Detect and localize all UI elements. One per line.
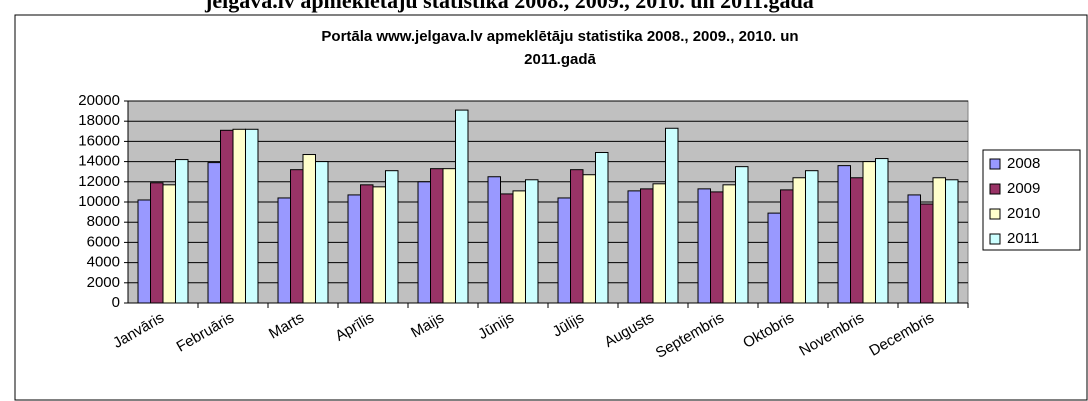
chart-title: 2011.gadā [524,51,596,68]
bar [767,212,782,304]
bar [500,193,514,304]
bar [384,170,399,304]
bar [232,128,246,304]
bar [417,181,432,304]
bar [220,129,234,304]
bar [837,165,852,304]
bar [710,191,724,304]
bar [487,176,502,304]
bar [722,184,736,304]
chart-title: Portāla www.jelgava.lv apmeklētāju stati… [321,28,798,45]
bar [347,194,362,304]
y-tick-label: 0 [112,294,120,311]
y-tick-label: 20000 [78,92,120,109]
bar [150,182,164,304]
bar [512,190,526,304]
y-tick-label: 14000 [78,153,120,170]
y-tick-label: 18000 [78,112,120,129]
y-tick-label: 8000 [87,213,120,230]
bar [570,169,584,304]
bar [697,188,712,304]
bar [780,189,794,304]
bar [907,194,922,304]
bar [557,197,572,304]
bar [314,161,329,304]
bar [244,128,259,304]
bar [137,199,152,304]
bar [207,162,222,304]
bar [524,179,539,304]
bar [920,203,934,304]
bar [652,183,666,304]
y-tick-label: 12000 [78,173,120,190]
y-tick-label: 4000 [87,254,120,271]
bar [874,158,889,304]
bar [277,197,292,304]
y-tick-label: 16000 [78,132,120,149]
bar [372,186,386,304]
legend-label: 2011 [1007,230,1039,247]
y-tick-label: 6000 [87,233,120,250]
bar [290,169,304,304]
bar [360,184,374,304]
bar [944,179,959,304]
legend-swatch [989,208,1001,220]
bar [162,184,176,304]
bar [664,127,679,304]
bar [932,177,946,304]
legend-label: 2010 [1007,205,1040,222]
legend-swatch [989,233,1001,245]
bar [850,177,864,304]
legend-swatch [989,158,1001,170]
bar [174,159,189,304]
page-header: jelgava.lv apmeklētāju statistika 2008.,… [204,0,814,13]
bar [302,154,316,304]
bar [862,161,876,304]
legend-label: 2009 [1007,180,1040,197]
bar [442,168,456,304]
legend-swatch [989,183,1001,195]
bar [454,109,469,304]
bar [640,188,654,304]
bar [804,170,819,304]
y-tick-label: 2000 [87,274,120,291]
bar [734,166,749,304]
legend-label: 2008 [1007,155,1040,172]
bar [430,168,444,304]
bar [627,190,642,304]
y-tick-label: 10000 [78,193,120,210]
bar [792,177,806,304]
bar [594,152,609,304]
bar [582,174,596,304]
